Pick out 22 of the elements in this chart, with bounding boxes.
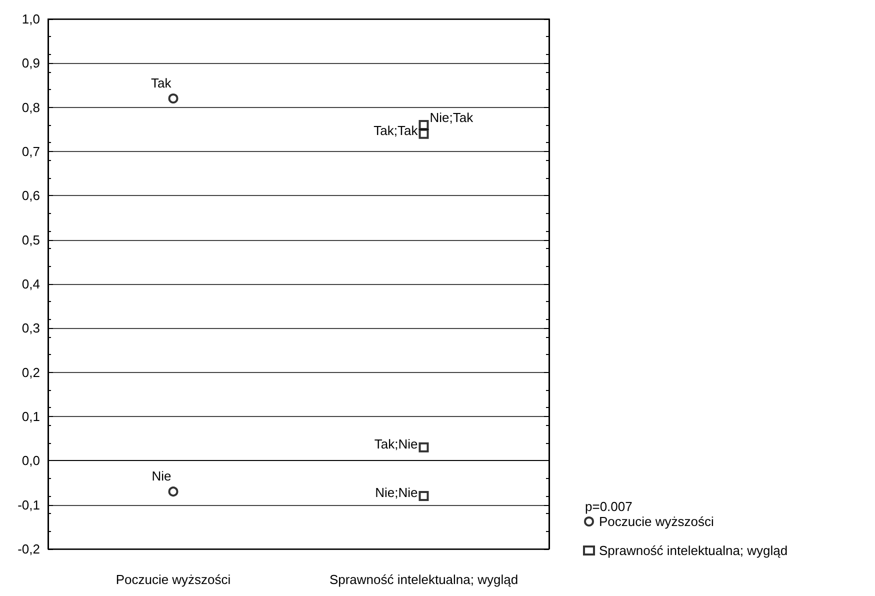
y-tick-label: 1,0 xyxy=(22,12,40,26)
y-tick-label: -0,1 xyxy=(18,497,40,512)
y-tick-label: 0,6 xyxy=(22,188,40,204)
annotation: Tak;Tak xyxy=(374,122,418,138)
text: p=0.007 xyxy=(585,499,632,514)
y-tick-label: 0,0 xyxy=(22,453,40,468)
legend-label: Sprawność intelektualna; wygląd xyxy=(599,543,788,558)
y-tick-label: 0,5 xyxy=(22,232,40,248)
annotation: Nie xyxy=(152,468,172,484)
legend-label: Poczucie wyższości xyxy=(599,514,714,529)
annotation: Tak xyxy=(151,76,172,90)
y-tick-label: 0,2 xyxy=(22,364,40,380)
y-tick-label: 0,4 xyxy=(22,276,40,292)
y-tick-label: 0,1 xyxy=(22,409,40,424)
y-tick-label: -0,2 xyxy=(18,542,40,556)
annotation: Nie;Tak xyxy=(430,110,474,125)
y-tick-label: 0,7 xyxy=(22,144,40,159)
y-tick-label: 0,9 xyxy=(22,56,40,71)
annotation: Tak;Nie xyxy=(374,436,418,452)
annotation: Nie;Nie xyxy=(375,485,418,500)
y-tick-label: 0,3 xyxy=(22,320,40,336)
y-tick-label: 0,8 xyxy=(22,100,40,115)
